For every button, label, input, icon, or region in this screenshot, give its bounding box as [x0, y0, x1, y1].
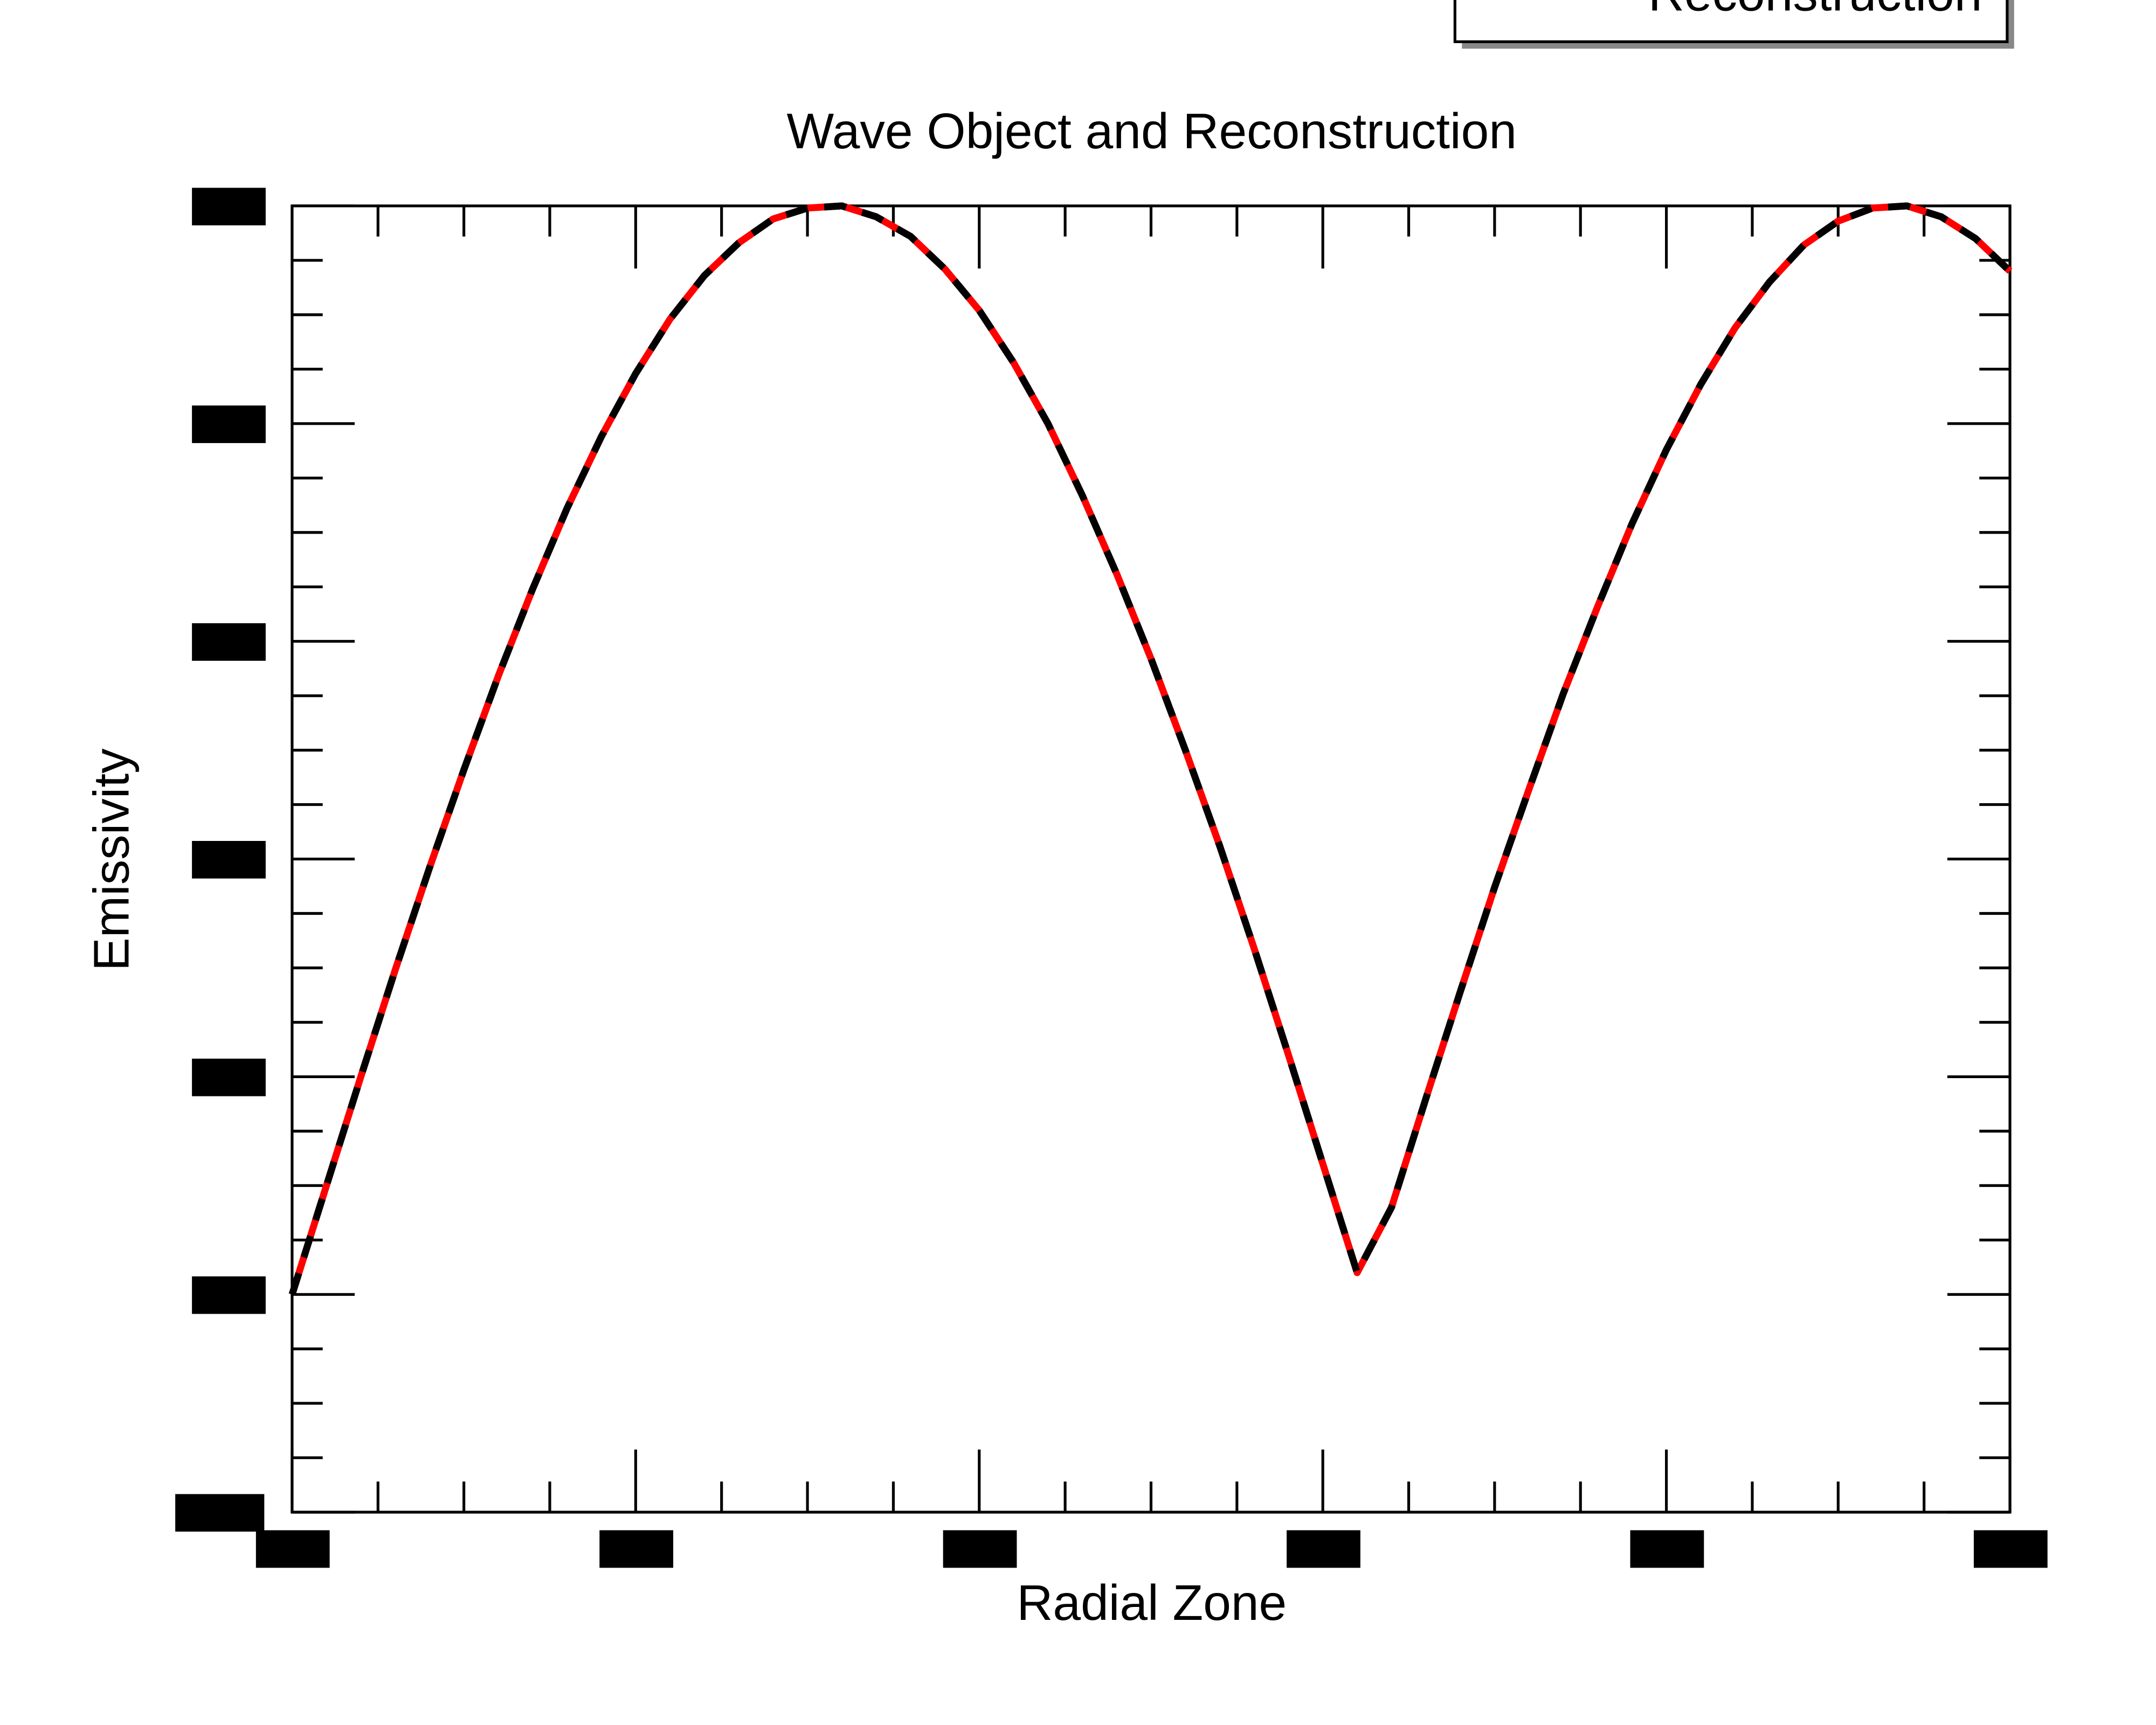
redacted-tick-label	[1287, 1530, 1360, 1568]
legend	[1453, 0, 2009, 43]
redacted-tick-label	[192, 623, 266, 661]
series-line	[288, 202, 2013, 1296]
x-axis-label: Radial Zone	[1017, 1575, 1287, 1631]
redacted-label	[175, 1494, 265, 1532]
redacted-tick-label	[255, 1530, 330, 1568]
redacted-tick-label	[192, 405, 266, 443]
redacted-tick-label	[192, 1058, 266, 1096]
redacted-tick-label	[943, 1530, 1017, 1568]
redacted-tick-label	[192, 1276, 266, 1314]
redacted-tick-label	[1630, 1530, 1704, 1568]
redacted-tick-label	[192, 841, 266, 879]
redacted-tick-label	[192, 188, 266, 226]
y-axis-label: Emissivity	[84, 748, 140, 971]
redacted-tick-label	[1973, 1530, 2048, 1568]
redacted-tick-label	[599, 1530, 674, 1568]
chart-title: Wave Object and Reconstruction	[787, 103, 1517, 159]
legend-label: Reconstruction	[1648, 0, 1982, 21]
